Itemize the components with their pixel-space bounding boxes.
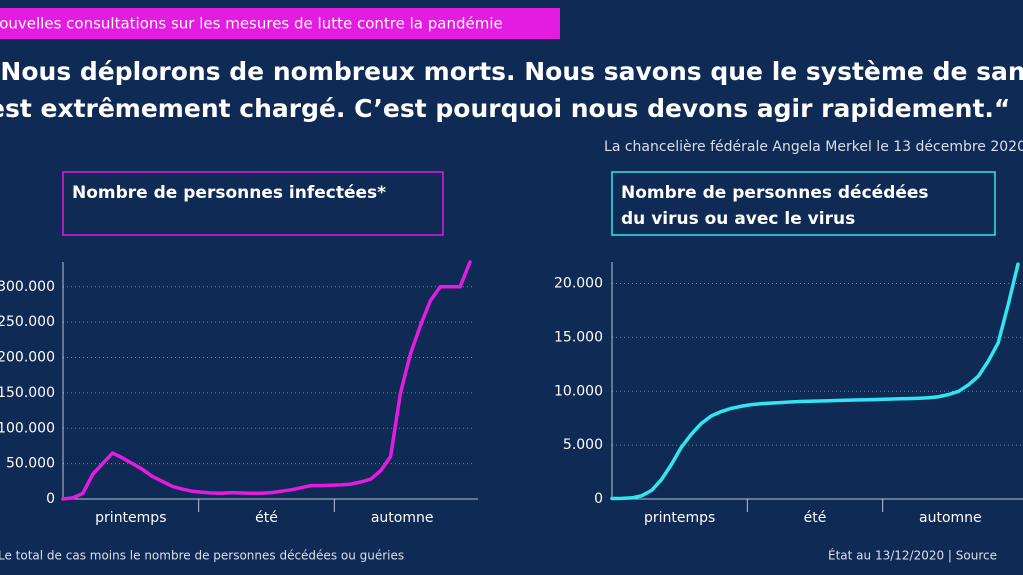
x-category-label: été — [804, 510, 827, 526]
chart-title: du virus ou avec le virus — [621, 209, 855, 229]
x-category-label: printemps — [644, 510, 715, 526]
x-category-label: été — [255, 510, 278, 526]
y-tick-label: 150.000 — [0, 385, 55, 401]
chart-title-box — [611, 171, 996, 236]
x-category-label: automne — [371, 510, 434, 526]
x-category-label: printemps — [95, 510, 166, 526]
quote-line: est extrêmement chargé. C’est pourquoi n… — [0, 94, 1010, 123]
chart-title: Nombre de personnes infectées* — [72, 183, 386, 203]
chart-title: Nombre de personnes décédées — [621, 183, 929, 203]
y-tick-label: 0 — [46, 491, 55, 507]
y-tick-label: 250.000 — [0, 314, 55, 330]
y-tick-label: 0 — [594, 491, 603, 507]
tag: Nouvelles consultations sur les mesures … — [0, 15, 503, 33]
y-tick-label: 15.000 — [554, 329, 603, 345]
y-tick-label: 50.000 — [6, 456, 55, 472]
attribution: La chancelière fédérale Angela Merkel le… — [604, 139, 1023, 155]
y-tick-label: 100.000 — [0, 420, 55, 436]
data-line — [61, 260, 472, 501]
y-tick-label: 5.000 — [563, 437, 603, 453]
chart-title-box — [62, 171, 444, 236]
footnote: *Le total de cas moins le nombre de pers… — [0, 549, 404, 563]
y-tick-label: 200.000 — [0, 350, 55, 366]
status: État au 13/12/2020 | Source — [828, 548, 997, 563]
y-tick-label: 300.000 — [0, 279, 55, 295]
y-tick-label: 20.000 — [554, 276, 603, 292]
data-line — [610, 262, 1020, 501]
x-category-label: automne — [919, 510, 982, 526]
tag-box — [0, 8, 560, 39]
y-tick-label: 10.000 — [554, 383, 603, 399]
quote-line: „Nous déplorons de nombreux morts. Nous … — [0, 57, 1023, 86]
